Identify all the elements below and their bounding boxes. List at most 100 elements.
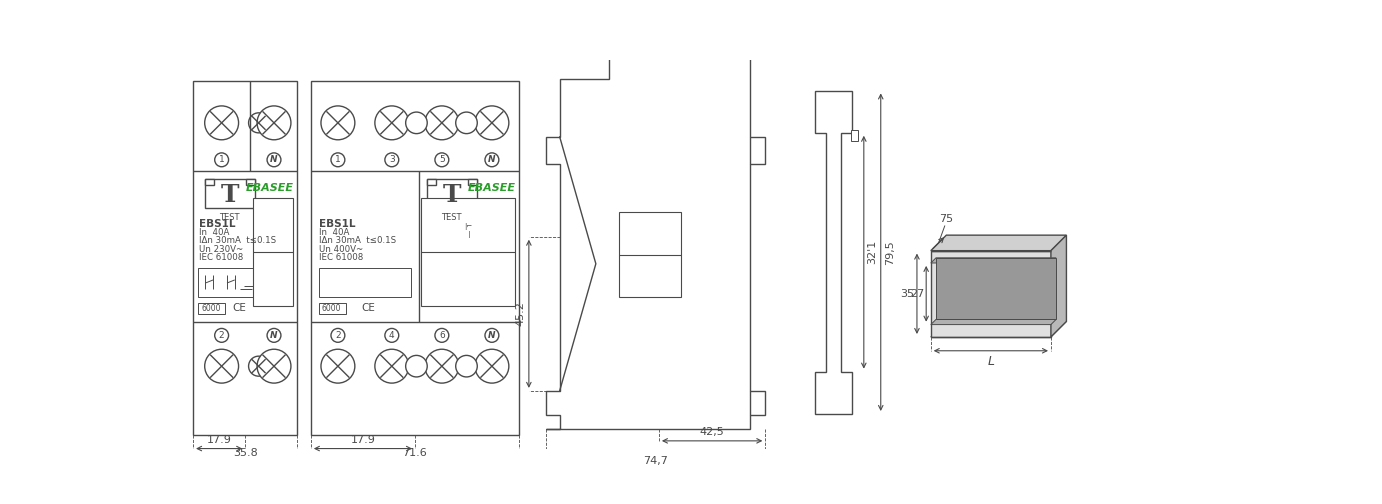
Text: 1: 1 — [218, 155, 224, 164]
Text: 42,5: 42,5 — [699, 427, 724, 437]
Circle shape — [485, 153, 499, 167]
Bar — [319, 268, 410, 297]
Text: 4: 4 — [388, 331, 395, 340]
Text: 45.2: 45.2 — [515, 301, 525, 326]
Circle shape — [406, 112, 427, 134]
Circle shape — [214, 329, 228, 342]
Circle shape — [267, 329, 281, 342]
Polygon shape — [1050, 235, 1067, 337]
Polygon shape — [931, 322, 1067, 337]
Circle shape — [205, 106, 239, 140]
Text: 32'1: 32'1 — [868, 240, 878, 264]
Bar — [253, 198, 293, 306]
Circle shape — [456, 355, 477, 377]
Bar — [205, 179, 214, 185]
Text: 35: 35 — [900, 289, 914, 299]
Text: 6000: 6000 — [202, 304, 221, 313]
Polygon shape — [931, 258, 1056, 263]
Circle shape — [384, 329, 399, 342]
Text: Un 400V~: Un 400V~ — [319, 244, 363, 254]
Text: N: N — [488, 155, 496, 164]
Text: N: N — [271, 331, 278, 340]
Text: |⌐
 |: |⌐ | — [464, 223, 473, 238]
Text: 74,7: 74,7 — [643, 456, 668, 466]
Bar — [319, 303, 346, 314]
Text: EBASEE: EBASEE — [246, 183, 294, 194]
Text: 3: 3 — [388, 155, 395, 164]
Circle shape — [456, 112, 477, 134]
Circle shape — [267, 153, 281, 167]
Text: T: T — [442, 183, 462, 207]
Bar — [422, 198, 515, 306]
Bar — [198, 303, 225, 314]
Text: 75: 75 — [940, 214, 954, 224]
Circle shape — [435, 329, 449, 342]
Bar — [246, 179, 254, 185]
Circle shape — [321, 106, 355, 140]
Text: IΔn 30mA  t≤0.1S: IΔn 30mA t≤0.1S — [319, 236, 395, 245]
Bar — [427, 179, 477, 208]
Text: CE: CE — [362, 303, 376, 313]
Circle shape — [475, 349, 509, 383]
Circle shape — [249, 113, 268, 133]
Text: T: T — [221, 183, 239, 207]
Polygon shape — [931, 235, 1067, 250]
Polygon shape — [546, 57, 766, 429]
Bar — [311, 81, 518, 434]
Polygon shape — [815, 91, 853, 414]
Text: IEC 61008: IEC 61008 — [319, 253, 363, 262]
Circle shape — [375, 349, 409, 383]
Text: Un 230V~: Un 230V~ — [199, 244, 243, 254]
Circle shape — [424, 349, 459, 383]
Text: 1: 1 — [334, 155, 341, 164]
Text: 6: 6 — [439, 331, 445, 340]
Text: In  40A: In 40A — [319, 228, 350, 236]
Circle shape — [384, 153, 399, 167]
Circle shape — [330, 329, 346, 342]
Text: 71.6: 71.6 — [402, 448, 427, 458]
Text: TEST: TEST — [441, 213, 462, 222]
Text: 27: 27 — [911, 289, 925, 299]
Circle shape — [321, 349, 355, 383]
Text: 2: 2 — [334, 331, 341, 340]
Bar — [193, 81, 297, 434]
Text: EBS1L: EBS1L — [319, 219, 355, 229]
Bar — [619, 212, 680, 297]
Text: IEC 61008: IEC 61008 — [199, 253, 243, 262]
Text: 5: 5 — [439, 155, 445, 164]
Text: 17.9: 17.9 — [351, 435, 376, 445]
Bar — [198, 268, 258, 297]
Circle shape — [249, 356, 268, 376]
Text: CE: CE — [232, 303, 246, 313]
Text: N: N — [488, 331, 496, 340]
Circle shape — [435, 153, 449, 167]
Circle shape — [257, 349, 292, 383]
Circle shape — [214, 153, 228, 167]
Circle shape — [406, 355, 427, 377]
Text: IΔn 30mA  t≤0.1S: IΔn 30mA t≤0.1S — [199, 236, 276, 245]
Bar — [427, 179, 435, 185]
Bar — [851, 130, 858, 141]
Circle shape — [475, 106, 509, 140]
Circle shape — [205, 349, 239, 383]
Polygon shape — [931, 320, 1056, 325]
Bar — [205, 179, 254, 208]
Text: EBASEE: EBASEE — [468, 183, 515, 194]
Text: TEST: TEST — [220, 213, 240, 222]
Circle shape — [330, 153, 346, 167]
Circle shape — [375, 106, 409, 140]
Text: 2: 2 — [218, 331, 224, 340]
Text: In  40A: In 40A — [199, 228, 229, 236]
Polygon shape — [936, 258, 1056, 320]
Text: 79,5: 79,5 — [884, 240, 894, 265]
Polygon shape — [931, 250, 1050, 337]
Text: 17.9: 17.9 — [207, 435, 232, 445]
Text: N: N — [271, 155, 278, 164]
Text: L: L — [987, 355, 995, 367]
Circle shape — [257, 106, 292, 140]
Text: 6000: 6000 — [322, 304, 341, 313]
Bar — [467, 179, 477, 185]
Circle shape — [424, 106, 459, 140]
Text: 35.8: 35.8 — [232, 448, 257, 458]
Circle shape — [485, 329, 499, 342]
